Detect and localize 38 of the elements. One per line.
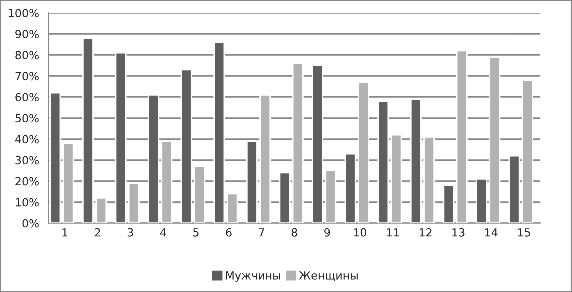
x-tick-label: 9 [324, 228, 330, 237]
y-tick-label: 10% [16, 198, 39, 207]
x-tick-label: 13 [452, 228, 465, 237]
bar [226, 193, 238, 224]
x-tick-label: 2 [95, 228, 100, 237]
x-tick-label: 12 [420, 228, 432, 237]
bar [50, 92, 62, 224]
bar [443, 184, 455, 224]
x-tick-label: 11 [387, 228, 400, 237]
y-tick-label: 90% [16, 30, 39, 39]
legend-label: Женщины [299, 272, 358, 282]
y-tick-label: 30% [16, 156, 39, 165]
x-tick-label: 7 [259, 228, 264, 237]
bar [390, 134, 402, 224]
legend-label: Мужчины [226, 272, 280, 282]
y-tick-label: 60% [16, 93, 39, 102]
y-tick-label: 0% [22, 219, 39, 228]
x-tick-label: 14 [486, 228, 498, 237]
bar [214, 42, 226, 224]
y-tick-label: 70% [16, 72, 39, 81]
y-tick-label: 50% [16, 114, 39, 123]
y-tick-label: 20% [16, 177, 39, 186]
bar [62, 142, 74, 224]
x-tick-label: 1 [62, 228, 68, 237]
bar [378, 100, 390, 224]
x-tick-label: 15 [518, 228, 530, 237]
x-tick-label: 3 [128, 228, 134, 237]
bar [292, 62, 304, 224]
bar [279, 172, 291, 224]
y-tick-label: 100% [9, 9, 39, 18]
x-tick-label: 10 [354, 228, 366, 237]
bar [456, 50, 468, 224]
y-tick-label: 80% [16, 51, 39, 60]
x-tick-label: 8 [292, 228, 298, 237]
x-tick-label: 4 [160, 228, 166, 237]
y-tick-label: 40% [15, 135, 39, 144]
x-tick-label: 5 [194, 228, 199, 237]
x-tick-label: 6 [226, 228, 232, 237]
